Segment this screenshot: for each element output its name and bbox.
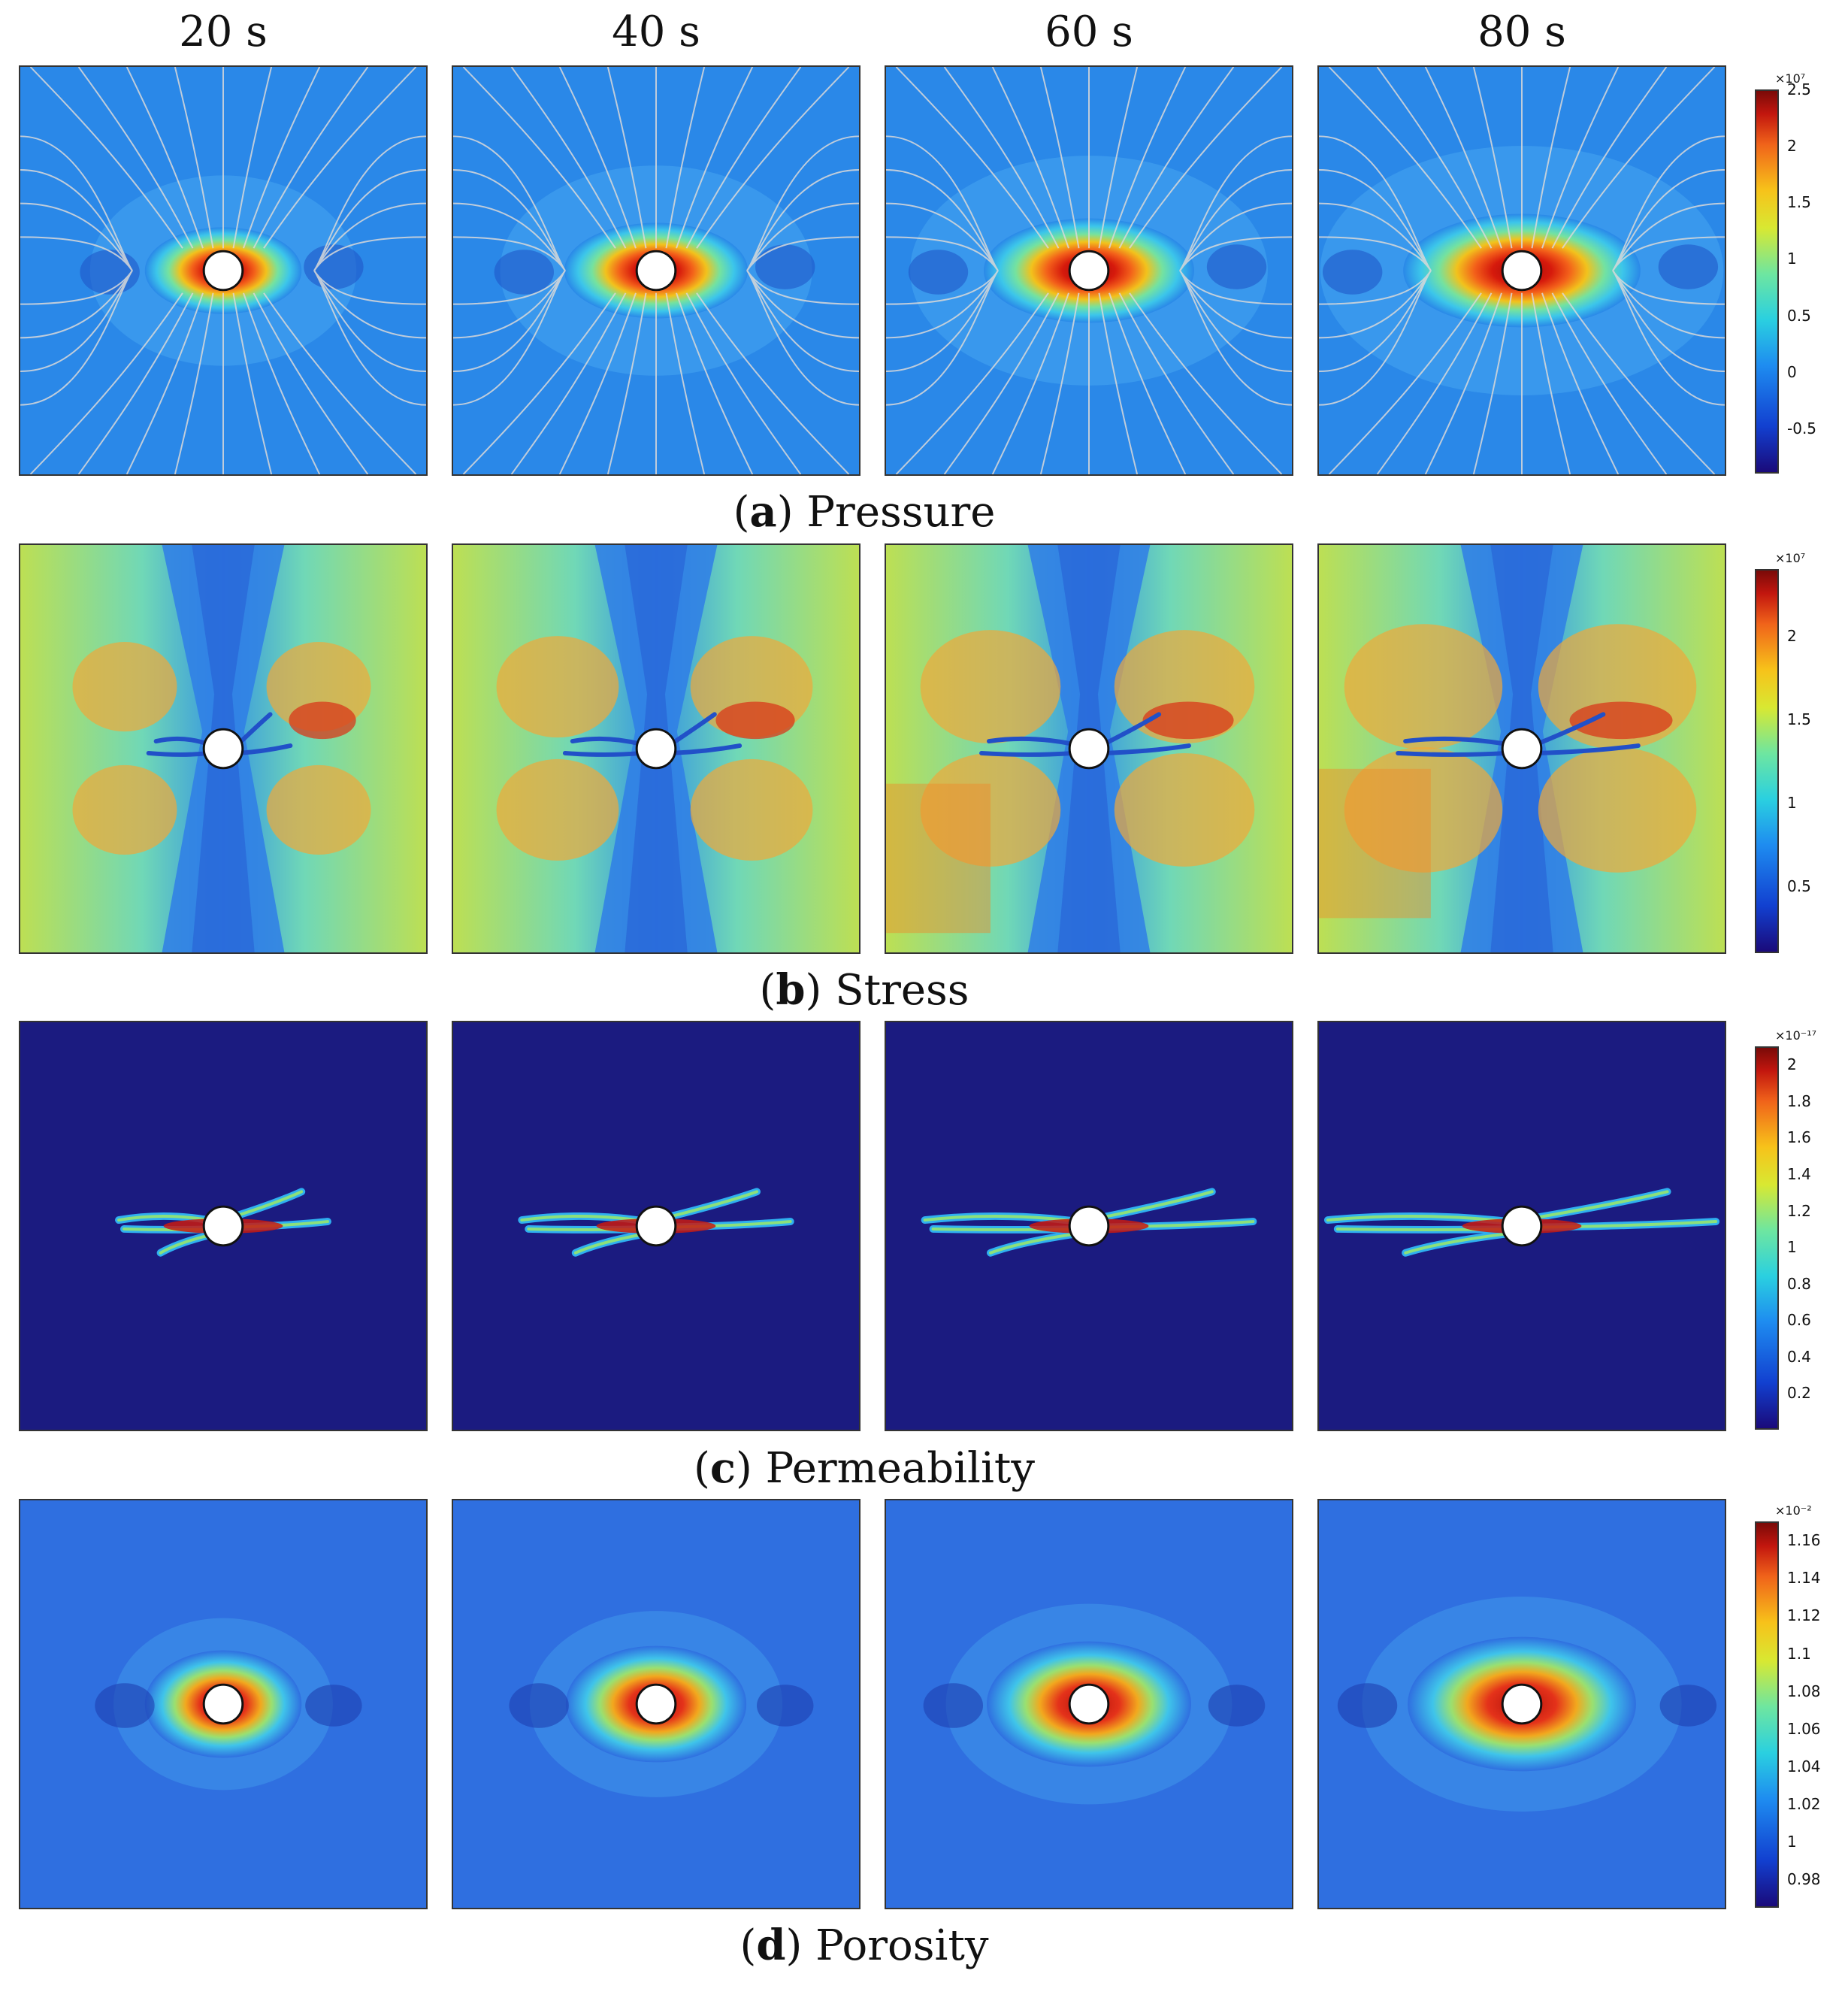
colorbar-tick-label: 1.06 <box>1787 1719 1821 1738</box>
colorbar-tick-label: 1.5 <box>1787 193 1811 212</box>
caption-pressure: (a) Pressure <box>733 487 996 537</box>
colorbar-tick-label: 1.04 <box>1787 1757 1821 1775</box>
borehole-circle <box>1501 728 1543 770</box>
colorbar-tick-label: 2 <box>1787 137 1797 156</box>
field-panel-porosity-4 <box>1317 1499 1726 1909</box>
field-panel-permeability-3 <box>885 1021 1293 1431</box>
colorbar-tick-label: 1.2 <box>1787 1201 1811 1220</box>
colorbar-tick-label: 2 <box>1787 1055 1797 1074</box>
caption-porosity: (d) Porosity <box>740 1921 989 1970</box>
caption-letter: a <box>749 487 777 537</box>
caption-letter: d <box>756 1921 786 1970</box>
colorbar-tick-label: 1.1 <box>1787 1644 1811 1663</box>
borehole-circle <box>635 250 677 292</box>
colorbar-exponent: ×10⁷ <box>1775 71 1806 86</box>
field-panel-stress-1 <box>19 543 428 954</box>
caption-stress: (b) Stress <box>759 965 969 1015</box>
field-panel-permeability-1 <box>19 1021 428 1431</box>
column-title-40s: 40 s <box>612 8 700 56</box>
field-panel-stress-3 <box>885 543 1293 954</box>
caption-permeability: (c) Permeability <box>693 1443 1036 1493</box>
colorbar-tick-label: 2 <box>1787 626 1797 645</box>
borehole-circle <box>202 1205 244 1247</box>
field-panel-pressure-4 <box>1317 65 1726 476</box>
field-panel-porosity-1 <box>19 1499 428 1909</box>
colorbar-tick-label: 1 <box>1787 250 1797 268</box>
borehole-circle <box>1501 1205 1543 1247</box>
colorbar-stress <box>1755 569 1779 953</box>
colorbar-tick-label: 1.4 <box>1787 1165 1811 1183</box>
field-panel-pressure-1 <box>19 65 428 476</box>
borehole-circle <box>1068 1205 1110 1247</box>
colorbar-tick-label: 0 <box>1787 362 1797 381</box>
colorbar-tick-label: 1.08 <box>1787 1682 1821 1700</box>
borehole-circle <box>635 1205 677 1247</box>
field-panel-stress-4 <box>1317 543 1726 954</box>
colorbar-tick-label: 1 <box>1787 794 1797 813</box>
colorbar-tick-label: 1.02 <box>1787 1795 1821 1814</box>
colorbar-tick-label: -0.5 <box>1787 419 1817 437</box>
colorbar-tick-label: 0.5 <box>1787 306 1811 325</box>
colorbar-exponent: ×10⁻¹⁷ <box>1775 1028 1817 1043</box>
colorbar-tick-label: 1.5 <box>1787 710 1811 728</box>
colorbar-tick-label: 0.5 <box>1787 877 1811 896</box>
field-panel-stress-2 <box>452 543 860 954</box>
colorbar-tick-label: 1.12 <box>1787 1606 1821 1625</box>
colorbar-exponent: ×10⁻² <box>1775 1503 1812 1518</box>
field-panel-pressure-2 <box>452 65 860 476</box>
colorbar-tick-label: 1.6 <box>1787 1128 1811 1147</box>
colorbar-tick-label: 0.2 <box>1787 1384 1811 1403</box>
colorbar-tick-label: 1 <box>1787 1238 1797 1257</box>
field-panel-porosity-3 <box>885 1499 1293 1909</box>
colorbar-tick-label: 1.14 <box>1787 1569 1821 1588</box>
column-title-20s: 20 s <box>179 8 268 56</box>
caption-label: Pressure <box>806 488 996 537</box>
borehole-circle <box>635 1683 677 1725</box>
column-title-60s: 60 s <box>1045 8 1133 56</box>
caption-label: Porosity <box>815 1921 989 1970</box>
caption-letter: b <box>776 965 806 1015</box>
borehole-circle <box>202 1683 244 1725</box>
field-panel-porosity-2 <box>452 1499 860 1909</box>
colorbar-tick-label: 1.16 <box>1787 1531 1821 1550</box>
caption-label: Permeability <box>765 1444 1036 1493</box>
colorbar-tick-label: 2.5 <box>1787 80 1811 98</box>
colorbar-exponent: ×10⁷ <box>1775 551 1806 565</box>
field-panel-permeability-2 <box>452 1021 860 1431</box>
borehole-circle <box>1068 728 1110 770</box>
column-title-80s: 80 s <box>1477 8 1566 56</box>
colorbar-pressure <box>1755 89 1779 474</box>
borehole-circle <box>635 728 677 770</box>
colorbar-porosity <box>1755 1521 1779 1908</box>
caption-letter: c <box>709 1443 736 1493</box>
field-panel-permeability-4 <box>1317 1021 1726 1431</box>
colorbar-tick-label: 0.98 <box>1787 1870 1821 1889</box>
borehole-circle <box>202 728 244 770</box>
colorbar-tick-label: 1 <box>1787 1833 1797 1851</box>
borehole-circle <box>1068 1683 1110 1725</box>
colorbar-permeability <box>1755 1046 1779 1430</box>
colorbar-tick-label: 0.4 <box>1787 1347 1811 1366</box>
borehole-circle <box>202 250 244 292</box>
borehole-circle <box>1501 1683 1543 1725</box>
colorbar-tick-label: 1.8 <box>1787 1091 1811 1110</box>
caption-label: Stress <box>835 966 969 1015</box>
borehole-circle <box>1068 250 1110 292</box>
borehole-circle <box>1501 250 1543 292</box>
colorbar-tick-label: 0.6 <box>1787 1311 1811 1330</box>
field-panel-pressure-3 <box>885 65 1293 476</box>
colorbar-tick-label: 0.8 <box>1787 1274 1811 1293</box>
